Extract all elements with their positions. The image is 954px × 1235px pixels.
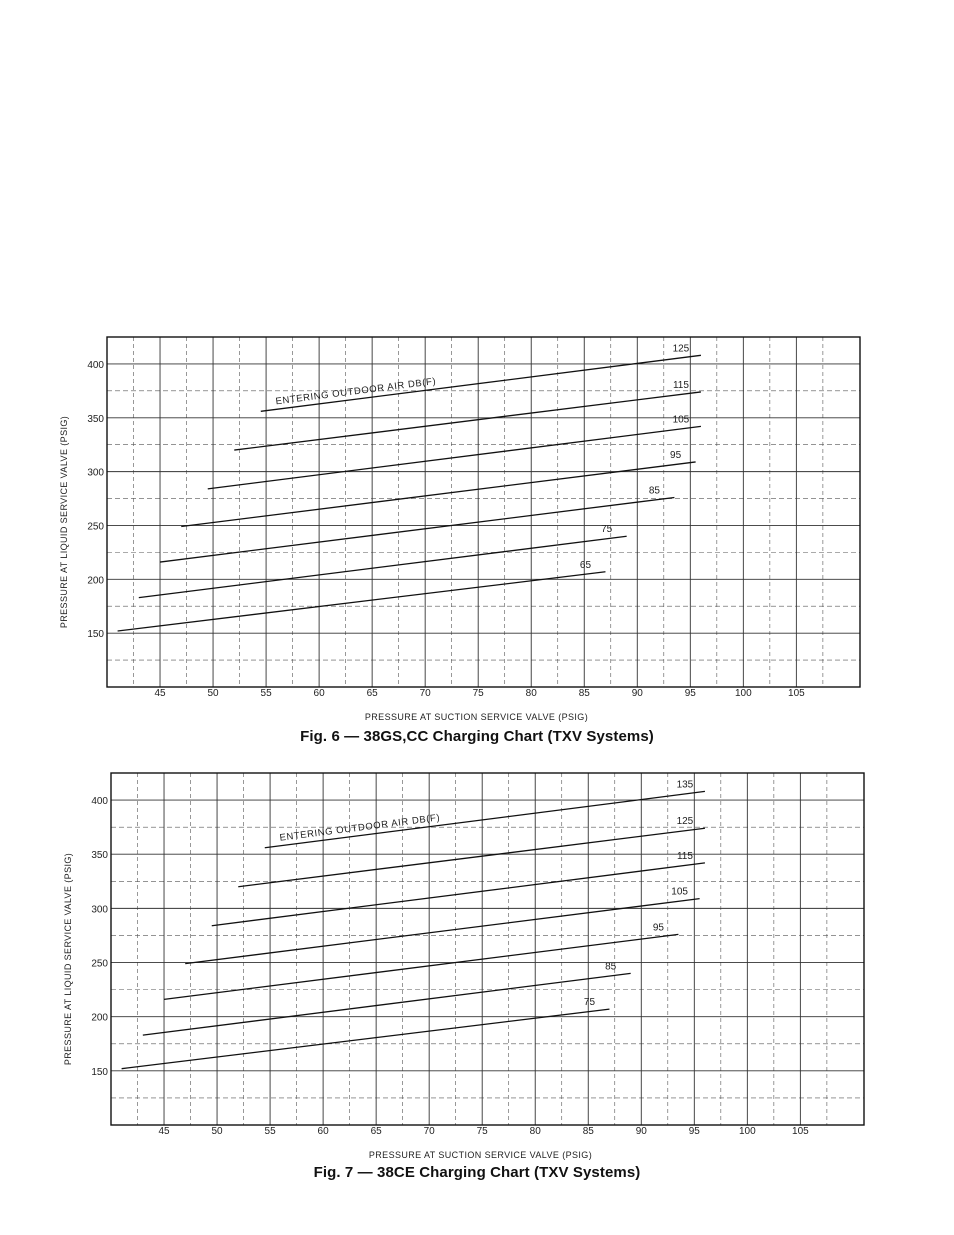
x-tick-label: 70 xyxy=(424,1126,436,1137)
series-line-75 xyxy=(121,1008,610,1070)
x-tick-label: 50 xyxy=(207,688,219,699)
y-tick-label: 300 xyxy=(91,904,108,915)
y-tick-label: 350 xyxy=(87,414,104,425)
y-tick-label: 400 xyxy=(91,796,108,807)
x-tick-label: 95 xyxy=(685,688,697,699)
grid xyxy=(111,773,864,1125)
series-line-65 xyxy=(117,571,606,632)
series-group: 125 115 105 95 85 75 65 xyxy=(117,343,701,632)
series-line-95 xyxy=(181,461,696,528)
y-tick-label: 250 xyxy=(91,959,108,970)
x-tick-label: 65 xyxy=(371,1126,383,1137)
series-line-115 xyxy=(211,862,705,927)
series-label-65: 65 xyxy=(580,560,592,571)
series-line-85 xyxy=(159,496,675,563)
series-line-135 xyxy=(264,790,705,849)
x-tick-label: 90 xyxy=(632,688,644,699)
x-axis-label: PRESSURE AT SUCTION SERVICE VALVE (PSIG) xyxy=(365,712,588,722)
x-tick-label: 100 xyxy=(735,688,752,699)
x-tick-label: 105 xyxy=(792,1126,809,1137)
series-line-125 xyxy=(260,354,701,412)
plot-frame xyxy=(110,772,865,1126)
x-tick-label: 90 xyxy=(636,1126,648,1137)
x-tick-label: 65 xyxy=(367,688,379,699)
series-label-115: 115 xyxy=(677,851,693,862)
x-tick-label: 70 xyxy=(420,688,432,699)
series-label-105: 105 xyxy=(673,414,690,425)
series-label-135: 135 xyxy=(677,779,694,790)
series-label-75: 75 xyxy=(601,524,613,535)
x-tick-label: 60 xyxy=(314,688,326,699)
y-tick-label: 400 xyxy=(87,360,104,371)
chart-fig-6-plot: 45 50 55 60 65 70 75 80 85 90 95 100 105 150 200 250 300… xyxy=(59,336,861,722)
x-tick-label: 80 xyxy=(526,688,538,699)
y-tick-label: 250 xyxy=(87,521,104,532)
x-tick-label: 105 xyxy=(788,688,805,699)
series-line-105 xyxy=(207,425,701,490)
x-tick-label: 60 xyxy=(318,1126,330,1137)
chart-fig-7-caption: Fig. 7 — 38CE Charging Chart (TXV System… xyxy=(313,1164,641,1181)
y-axis-label: PRESSURE AT LIQUID SERVICE VALVE (PSIG) xyxy=(59,416,69,628)
x-tick-label: 85 xyxy=(583,1126,595,1137)
chart-fig-6: 45 50 55 60 65 70 75 80 85 90 95 100 105 150 200 250 300… xyxy=(0,330,954,750)
chart-fig-7-plot: 45 50 55 60 65 70 75 80 85 90 95 100 105 150 200 250 300… xyxy=(63,772,865,1160)
chart-fig-7: 45 50 55 60 65 70 75 80 85 90 95 100 105 150 200 250 300… xyxy=(0,766,954,1186)
y-tick-label: 350 xyxy=(91,850,108,861)
chart-fig-6-caption: Fig. 6 — 38GS,CC Charging Chart (TXV Sys… xyxy=(300,728,654,745)
x-axis-label: PRESSURE AT SUCTION SERVICE VALVE (PSIG) xyxy=(369,1150,592,1160)
x-tick-label: 75 xyxy=(473,688,485,699)
series-line-85 xyxy=(142,972,631,1036)
y-tick-label: 200 xyxy=(91,1013,108,1024)
series-label-125: 125 xyxy=(677,816,694,827)
series-group: 135 125 115 105 95 85 75 xyxy=(121,779,705,1070)
x-tick-label: 80 xyxy=(530,1126,542,1137)
plot-frame xyxy=(106,336,861,688)
series-label-105: 105 xyxy=(671,887,688,898)
x-tick-label: 75 xyxy=(477,1126,489,1137)
grid xyxy=(107,337,860,687)
x-tick-label: 85 xyxy=(579,688,591,699)
series-label-85: 85 xyxy=(605,961,617,972)
series-line-95 xyxy=(163,933,679,1001)
series-label-115: 115 xyxy=(673,380,689,391)
x-tick-label: 55 xyxy=(261,688,273,699)
series-label-75: 75 xyxy=(584,997,596,1008)
x-tick-label: 95 xyxy=(689,1126,701,1137)
x-tick-label: 100 xyxy=(739,1126,756,1137)
y-tick-label: 150 xyxy=(87,629,104,640)
y-tick-label: 300 xyxy=(87,468,104,479)
y-axis-label: PRESSURE AT LIQUID SERVICE VALVE (PSIG) xyxy=(63,853,73,1065)
series-label-85: 85 xyxy=(649,485,661,496)
series-label-95: 95 xyxy=(670,450,682,461)
x-tick-label: 45 xyxy=(158,1126,170,1137)
x-tick-label: 55 xyxy=(265,1126,277,1137)
series-line-75 xyxy=(138,535,627,599)
y-tick-label: 150 xyxy=(91,1067,108,1078)
x-tick-label: 45 xyxy=(154,688,166,699)
series-line-105 xyxy=(185,897,700,965)
series-line-115 xyxy=(234,391,701,451)
series-line-125 xyxy=(238,827,705,888)
series-label-95: 95 xyxy=(653,922,665,933)
series-label-125: 125 xyxy=(673,343,690,354)
y-tick-label: 200 xyxy=(87,575,104,586)
x-tick-label: 50 xyxy=(211,1126,223,1137)
